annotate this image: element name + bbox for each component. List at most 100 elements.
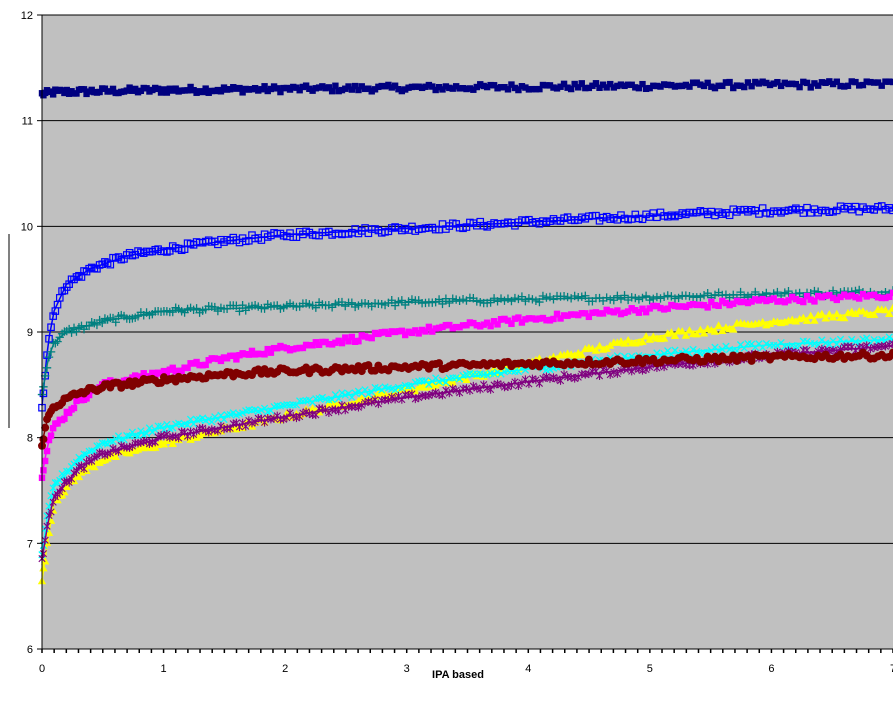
data-point — [660, 81, 668, 88]
data-point — [874, 79, 882, 86]
data-point — [889, 289, 893, 297]
data-point — [319, 83, 326, 90]
data-point — [387, 296, 396, 305]
data-point — [375, 330, 382, 338]
data-point — [642, 365, 650, 374]
data-point — [744, 299, 752, 307]
data-point — [560, 370, 568, 379]
data-point — [49, 91, 57, 98]
data-point — [145, 424, 154, 432]
data-point — [763, 297, 770, 305]
data-point — [293, 84, 300, 91]
data-point — [811, 298, 818, 305]
data-point — [867, 291, 874, 299]
data-point — [40, 557, 50, 565]
data-point — [531, 296, 541, 306]
data-point — [796, 83, 803, 91]
data-point — [65, 467, 73, 475]
data-point — [803, 345, 811, 355]
data-point — [395, 86, 402, 93]
data-point — [649, 294, 658, 303]
data-point — [609, 296, 619, 305]
data-point — [435, 83, 443, 91]
data-point — [719, 297, 726, 305]
data-point — [98, 318, 107, 328]
data-point — [807, 296, 814, 303]
data-point — [699, 290, 709, 300]
data-point — [378, 329, 385, 336]
data-point — [311, 303, 321, 312]
data-point — [60, 488, 69, 496]
data-point — [871, 291, 878, 298]
data-point — [312, 410, 320, 420]
data-point — [371, 329, 379, 337]
data-point — [627, 293, 636, 302]
data-point — [774, 78, 781, 86]
data-point — [603, 306, 610, 314]
data-point — [617, 366, 625, 375]
data-point — [685, 291, 694, 301]
data-point — [518, 319, 526, 326]
data-point — [741, 83, 748, 91]
data-point — [422, 328, 429, 335]
data-point — [811, 80, 818, 87]
data-point — [117, 436, 125, 444]
data-point — [381, 328, 389, 336]
data-point — [664, 305, 671, 312]
data-point — [528, 295, 537, 304]
data-point — [719, 82, 726, 90]
data-point — [415, 393, 423, 402]
data-point — [553, 374, 561, 384]
data-point — [607, 308, 614, 315]
data-point — [477, 81, 484, 88]
data-point — [889, 348, 893, 357]
data-point — [814, 292, 822, 300]
data-point — [781, 79, 788, 87]
data-point — [610, 367, 618, 377]
data-point — [192, 304, 201, 313]
data-point — [844, 82, 852, 90]
data-point — [49, 484, 57, 492]
data-point — [889, 339, 893, 348]
data-point — [504, 382, 512, 391]
data-point — [550, 84, 557, 91]
data-point — [851, 309, 860, 318]
data-point — [106, 448, 114, 458]
data-point — [596, 310, 603, 317]
data-point — [178, 367, 185, 375]
data-point — [515, 314, 522, 321]
data-point — [236, 84, 243, 92]
data-point — [553, 310, 561, 318]
data-point — [710, 327, 720, 335]
data-point — [111, 318, 120, 327]
data-point — [75, 271, 83, 280]
data-point — [870, 336, 878, 344]
data-point — [422, 83, 429, 90]
data-point — [614, 307, 621, 314]
data-point — [870, 310, 879, 318]
data-point — [696, 325, 705, 334]
data-point — [217, 88, 225, 95]
data-point — [365, 334, 372, 341]
data-point — [536, 315, 543, 322]
data-point — [338, 339, 346, 347]
data-point — [560, 80, 568, 88]
data-point — [397, 296, 407, 305]
data-point — [525, 315, 533, 322]
data-point — [591, 346, 601, 354]
data-point — [248, 347, 256, 355]
data-point — [546, 317, 554, 324]
data-point — [286, 347, 294, 354]
data-point — [348, 333, 356, 341]
data-point — [878, 294, 885, 302]
data-point — [646, 305, 653, 312]
data-point — [631, 293, 640, 303]
data-point — [656, 294, 665, 303]
data-point — [335, 337, 342, 345]
data-point — [577, 350, 586, 359]
data-point — [238, 409, 247, 417]
data-point — [232, 418, 240, 428]
data-point — [46, 347, 56, 357]
data-point — [752, 296, 759, 303]
